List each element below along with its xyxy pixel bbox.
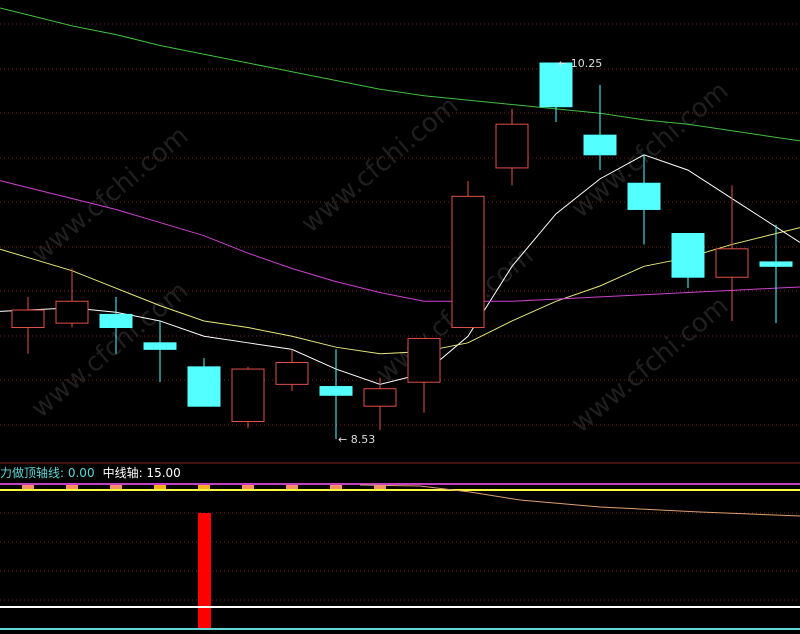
indicator-marker — [198, 485, 210, 489]
moving-average-line-4 — [0, 7, 800, 142]
candle-body — [187, 366, 221, 407]
candle-body — [275, 361, 309, 385]
candle-body — [55, 300, 89, 324]
candle-body — [99, 313, 133, 329]
indicator-marker — [110, 485, 122, 489]
candle-body — [363, 388, 397, 407]
candle-body — [11, 309, 45, 329]
candle-body — [231, 368, 265, 423]
indicator-marker — [154, 485, 166, 489]
indicator-label-mid-axis: 中线轴: 15.00 — [102, 466, 181, 480]
candle-body — [671, 233, 705, 278]
low-price-label: ← 8.53 — [338, 433, 375, 446]
indicator-marker — [330, 485, 342, 489]
indicator-marker — [374, 485, 386, 489]
high-price-label: ← 10.25 — [558, 57, 602, 70]
candle-body — [319, 386, 353, 396]
moving-average-line-3 — [0, 180, 800, 302]
moving-average-line-1 — [0, 154, 800, 385]
indicator-label-top-axis: 力做顶轴线: 0.00 — [0, 466, 95, 480]
indicator-marker — [286, 485, 298, 489]
candle-body — [715, 248, 749, 278]
indicator-trend-line — [359, 484, 800, 517]
indicator-marker — [242, 485, 254, 489]
candle-body — [759, 261, 793, 267]
candle-body — [495, 123, 529, 169]
candle-body — [407, 337, 441, 383]
candle-body — [583, 134, 617, 156]
candle-body — [143, 342, 177, 350]
candle-body — [539, 62, 573, 108]
indicator-marker — [22, 485, 34, 489]
indicator-marker — [66, 485, 78, 489]
indicator-legend: 力做顶轴线: 0.00 中线轴: 15.00 — [0, 464, 181, 481]
candle-body — [627, 182, 661, 210]
candle-body — [451, 195, 485, 329]
indicator-signal-bar — [198, 513, 211, 629]
